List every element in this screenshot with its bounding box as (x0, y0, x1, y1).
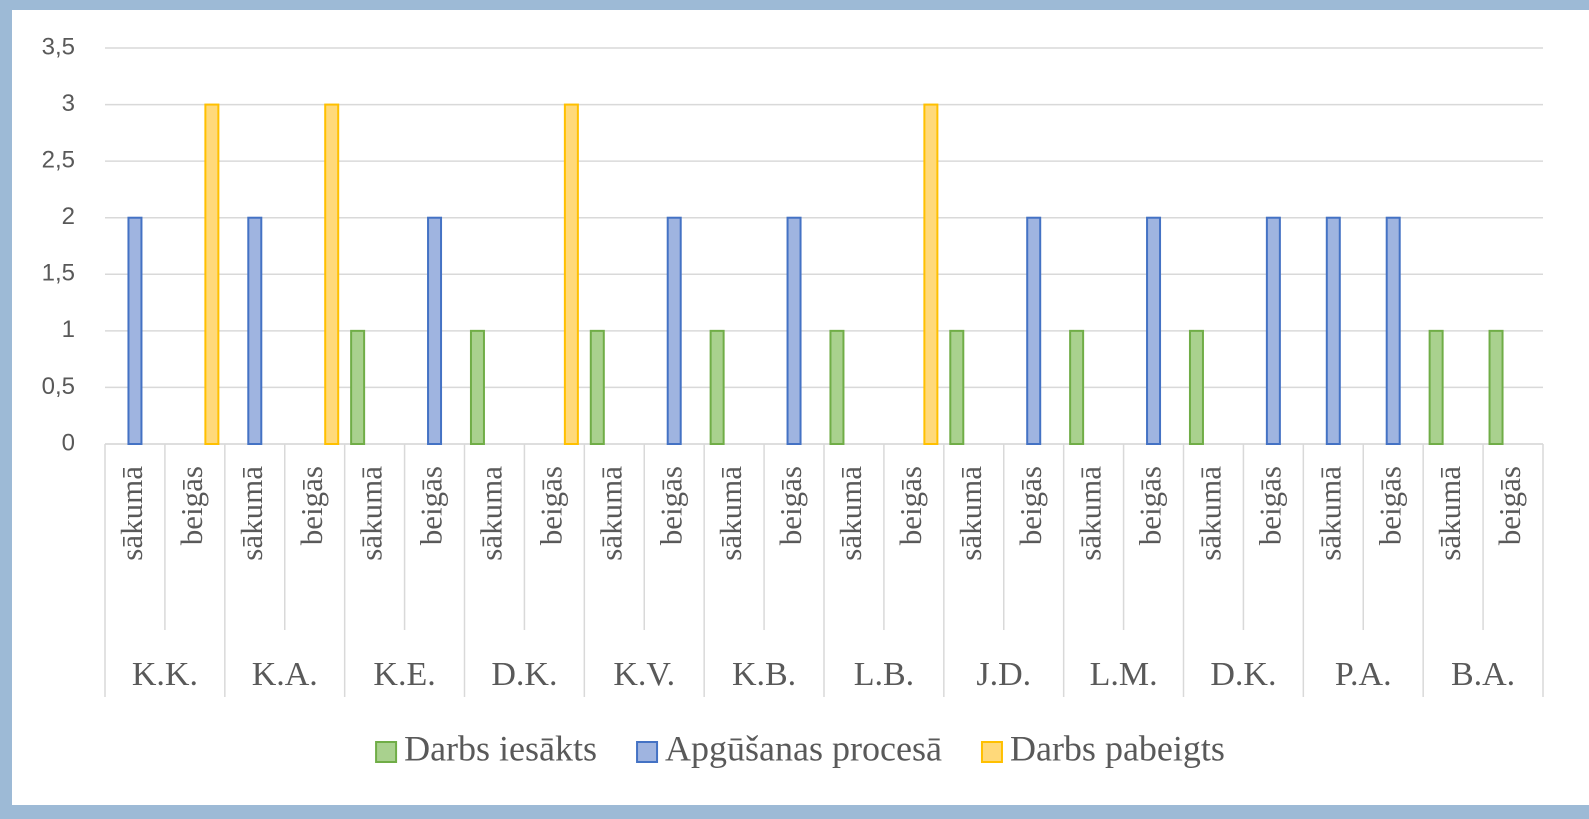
x-tick-label: beigās (1252, 466, 1287, 545)
x-tick-label: beigās (1492, 466, 1527, 545)
bar (1488, 329, 1504, 446)
x-tick-label: beigās (1133, 466, 1168, 545)
group-label: B.A. (1451, 656, 1515, 693)
bar (350, 329, 366, 446)
x-tick-label: sākumā (1312, 466, 1347, 561)
x-tick-label: sākumā (1193, 466, 1228, 561)
group-label: K.A. (252, 656, 318, 693)
y-tick-label: 3 (62, 90, 75, 117)
x-tick-label: beigās (533, 466, 568, 545)
x-tick-label: sākuma (474, 466, 509, 561)
x-tick-label: sākumā (593, 466, 628, 561)
x-tick-label: sākumā (354, 466, 389, 561)
y-tick-label: 0,5 (42, 373, 75, 400)
bar (563, 103, 579, 445)
bar (949, 329, 965, 446)
y-tick-label: 1,5 (42, 260, 75, 287)
bar (1188, 329, 1204, 446)
bar (469, 329, 485, 446)
bar (1428, 329, 1444, 446)
x-tick-label: beigās (1372, 466, 1407, 545)
bar (247, 216, 263, 445)
group-label: K.V. (613, 656, 675, 693)
x-tick-label: sākumā (234, 466, 269, 561)
bar (204, 103, 220, 445)
legend-label: Apgūšanas procesā (665, 728, 942, 768)
bar (709, 329, 725, 446)
y-tick-label: 0 (62, 429, 75, 456)
y-tick-label: 2 (62, 203, 75, 230)
x-tick-label: beigās (294, 466, 329, 545)
legend-swatch (980, 741, 1003, 763)
bar (127, 216, 143, 445)
bar (1325, 216, 1341, 445)
bar (1069, 329, 1085, 446)
x-tick-label: beigās (414, 466, 449, 545)
bar (1146, 216, 1162, 445)
bar (1265, 216, 1281, 445)
bar (1385, 216, 1401, 445)
legend-label: Darbs iesākts (404, 728, 597, 768)
x-tick-label: sākumā (713, 466, 748, 561)
x-tick-label: sākumā (953, 466, 988, 561)
x-tick-label: beigās (174, 466, 209, 545)
y-tick-label: 2,5 (42, 146, 75, 173)
x-tick-label: sākumā (833, 466, 868, 561)
x-tick-label: beigās (773, 466, 808, 545)
bar (666, 216, 682, 445)
bar (589, 329, 605, 446)
legend-swatch (375, 741, 398, 763)
bar (786, 216, 802, 445)
x-tick-label: sākumā (1432, 466, 1467, 561)
group-label: P.A. (1335, 656, 1392, 693)
bar (923, 103, 939, 445)
bar (1026, 216, 1042, 445)
x-tick-label: beigās (1013, 466, 1048, 545)
group-label: J.D. (976, 656, 1031, 693)
group-label: L.B. (854, 656, 914, 693)
x-tick-label: sākumā (114, 466, 149, 561)
y-tick-label: 3,5 (42, 33, 75, 60)
bar (324, 103, 340, 445)
x-tick-label: sākumā (1073, 466, 1108, 561)
legend-label: Darbs pabeigts (1010, 728, 1225, 768)
group-label: D.K. (491, 656, 557, 693)
bar (427, 216, 443, 445)
group-label: D.K. (1210, 656, 1276, 693)
x-tick-label: beigās (893, 466, 928, 545)
legend-swatch (636, 741, 659, 763)
x-tick-label: beigās (653, 466, 688, 545)
group-label: K.K. (132, 656, 198, 693)
group-label: K.B. (732, 656, 796, 693)
y-tick-label: 1 (62, 316, 75, 343)
group-label: K.E. (373, 656, 435, 693)
group-label: L.M. (1090, 656, 1158, 693)
bar (829, 329, 845, 446)
